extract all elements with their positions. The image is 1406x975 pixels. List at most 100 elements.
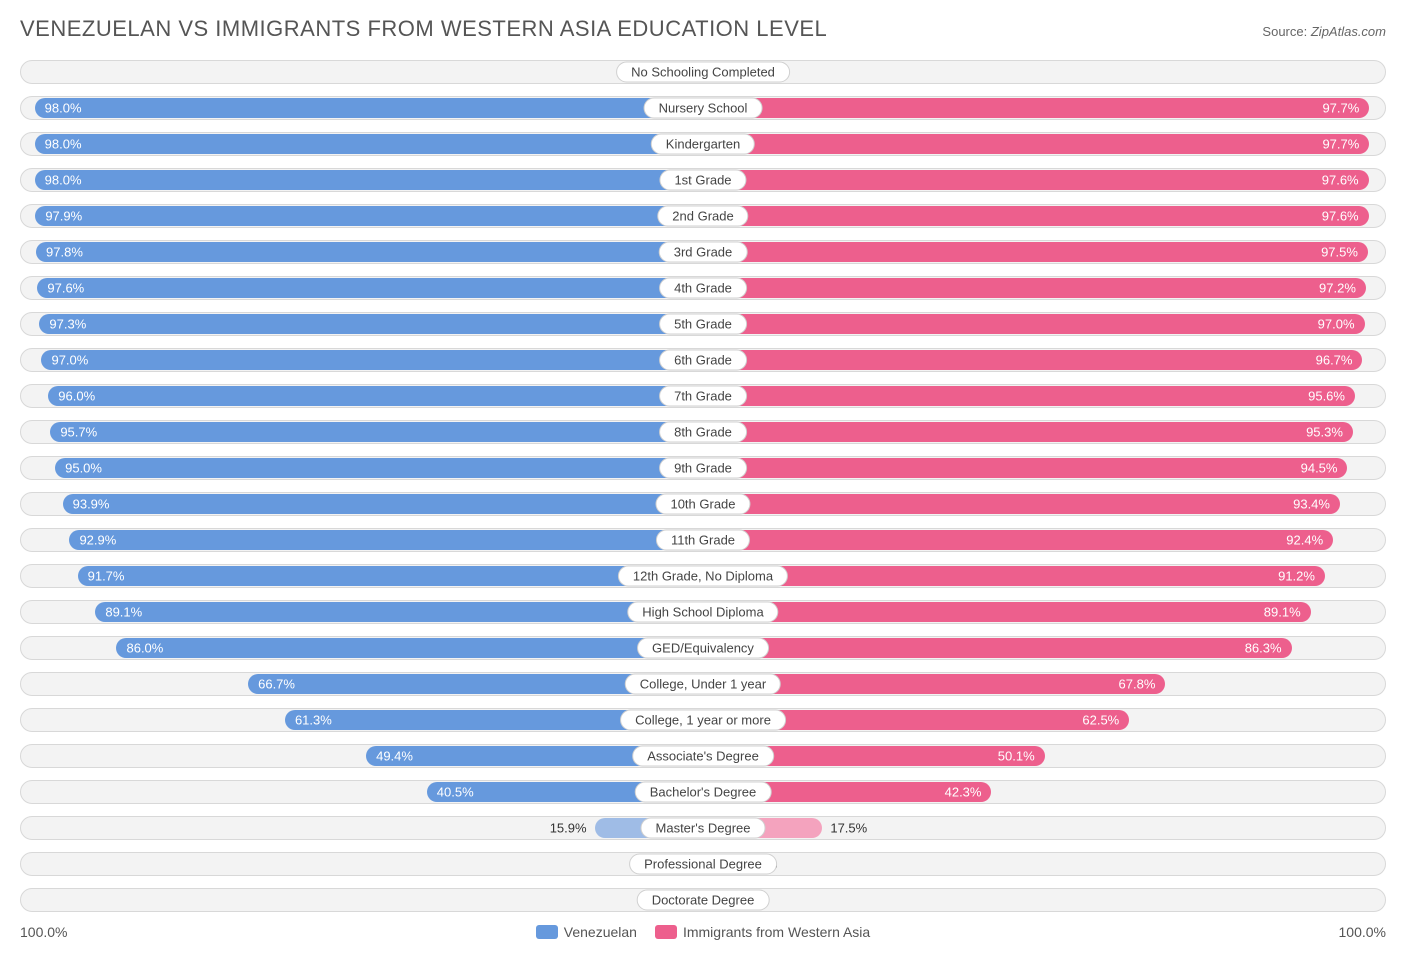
bar-left: 98.0% (35, 134, 703, 154)
chart-footer: 100.0% Venezuelan Immigrants from Wester… (20, 924, 1386, 940)
category-label: GED/Equivalency (637, 638, 769, 659)
chart-row: 66.7%67.8%College, Under 1 year (20, 672, 1386, 696)
chart-row: 98.0% 97.6%1st Grade (20, 168, 1386, 192)
chart-row: 98.0% 97.7%Nursery School (20, 96, 1386, 120)
value-right: 67.8% (1119, 677, 1156, 692)
category-label: Doctorate Degree (637, 890, 770, 911)
bar-left: 97.3% (39, 314, 703, 334)
value-left: 40.5% (437, 785, 474, 800)
chart-row: 91.7% 91.2% 12th Grade, No Diploma (20, 564, 1386, 588)
category-label: Master's Degree (641, 818, 766, 839)
bar-left: 96.0% (48, 386, 703, 406)
bar-left: 91.7% (78, 566, 703, 586)
value-right: 97.5% (1321, 245, 1358, 260)
category-label: High School Diploma (627, 602, 778, 623)
axis-left-label: 100.0% (20, 924, 67, 940)
value-left: 86.0% (126, 641, 163, 656)
bar-right: 89.1% (703, 602, 1311, 622)
legend-label-left: Venezuelan (564, 924, 637, 940)
value-left: 97.8% (46, 245, 83, 260)
bar-right: 97.0% (703, 314, 1365, 334)
category-label: 1st Grade (659, 170, 746, 191)
legend-swatch-right (655, 925, 677, 939)
legend-item-left: Venezuelan (536, 924, 637, 940)
value-right: 97.2% (1319, 281, 1356, 296)
bar-left: 89.1% (95, 602, 703, 622)
bar-right: 92.4% (703, 530, 1333, 550)
chart-row: 4.9%5.4%Professional Degree (20, 852, 1386, 876)
bar-right: 95.6% (703, 386, 1355, 406)
bar-right: 97.7% (703, 134, 1369, 154)
chart-row: 96.0% 95.6% 7th Grade (20, 384, 1386, 408)
value-right: 95.6% (1308, 389, 1345, 404)
value-left: 96.0% (58, 389, 95, 404)
bar-left: 92.9% (69, 530, 703, 550)
value-left: 95.0% (65, 461, 102, 476)
bar-right: 97.7% (703, 98, 1369, 118)
category-label: Nursery School (644, 98, 763, 119)
value-right: 97.6% (1322, 209, 1359, 224)
bar-left: 98.0% (35, 170, 703, 190)
chart-row: 49.4%50.1%Associate's Degree (20, 744, 1386, 768)
education-diverging-chart: 2.0%2.3%No Schooling Completed 98.0% 97.7%… (20, 60, 1386, 912)
category-label: Kindergarten (651, 134, 755, 155)
chart-row: 1.7%2.2%Doctorate Degree (20, 888, 1386, 912)
bar-left: 97.8% (36, 242, 703, 262)
value-left: 98.0% (45, 173, 82, 188)
legend-swatch-left (536, 925, 558, 939)
chart-row: 40.5%42.3%Bachelor's Degree (20, 780, 1386, 804)
category-label: College, 1 year or more (620, 710, 786, 731)
page-title: VENEZUELAN VS IMMIGRANTS FROM WESTERN AS… (20, 16, 827, 42)
category-label: 9th Grade (659, 458, 747, 479)
bar-right: 97.5% (703, 242, 1368, 262)
bar-left: 98.0% (35, 98, 703, 118)
chart-row: 61.3%62.5%College, 1 year or more (20, 708, 1386, 732)
bar-right: 97.6% (703, 170, 1369, 190)
value-right: 91.2% (1278, 569, 1315, 584)
chart-row: 97.9%97.6%2nd Grade (20, 204, 1386, 228)
legend-label-right: Immigrants from Western Asia (683, 924, 870, 940)
chart-row: 97.8% 97.5% 3rd Grade (20, 240, 1386, 264)
legend-item-right: Immigrants from Western Asia (655, 924, 870, 940)
source-label: Source: (1262, 24, 1307, 39)
category-label: No Schooling Completed (616, 62, 790, 83)
category-label: Associate's Degree (632, 746, 774, 767)
bar-left: 97.6% (37, 278, 703, 298)
source-credit: Source: ZipAtlas.com (1262, 24, 1386, 39)
value-right: 95.3% (1306, 425, 1343, 440)
value-right: 96.7% (1316, 353, 1353, 368)
value-left: 93.9% (73, 497, 110, 512)
value-left: 98.0% (45, 137, 82, 152)
chart-row: 95.7%95.3%8th Grade (20, 420, 1386, 444)
chart-row: 95.0% 94.5% 9th Grade (20, 456, 1386, 480)
bar-right: 91.2% (703, 566, 1325, 586)
value-left: 15.9% (550, 821, 587, 836)
category-label: 7th Grade (659, 386, 747, 407)
category-label: 6th Grade (659, 350, 747, 371)
chart-row: 93.9%93.4%10th Grade (20, 492, 1386, 516)
value-left: 97.3% (49, 317, 86, 332)
category-label: 3rd Grade (659, 242, 748, 263)
value-left: 91.7% (88, 569, 125, 584)
bar-right: 97.2% (703, 278, 1366, 298)
axis-right-label: 100.0% (1339, 924, 1386, 940)
value-right: 94.5% (1301, 461, 1338, 476)
chart-row: 97.6%97.2%4th Grade (20, 276, 1386, 300)
chart-row: 89.1%89.1%High School Diploma (20, 600, 1386, 624)
chart-row: 86.0%86.3%GED/Equivalency (20, 636, 1386, 660)
value-right: 42.3% (945, 785, 982, 800)
value-right: 97.7% (1322, 137, 1359, 152)
chart-row: 2.0%2.3%No Schooling Completed (20, 60, 1386, 84)
value-left: 97.6% (47, 281, 84, 296)
category-label: 12th Grade, No Diploma (618, 566, 788, 587)
bar-left: 86.0% (116, 638, 703, 658)
value-left: 97.0% (51, 353, 88, 368)
value-right: 89.1% (1264, 605, 1301, 620)
bar-right: 97.6% (703, 206, 1369, 226)
chart-row: 15.9%17.5%Master's Degree (20, 816, 1386, 840)
chart-legend: Venezuelan Immigrants from Western Asia (536, 924, 870, 940)
bar-right: 95.3% (703, 422, 1353, 442)
bar-left: 97.9% (35, 206, 703, 226)
chart-row: 97.0% 96.7% 6th Grade (20, 348, 1386, 372)
value-left: 98.0% (45, 101, 82, 116)
